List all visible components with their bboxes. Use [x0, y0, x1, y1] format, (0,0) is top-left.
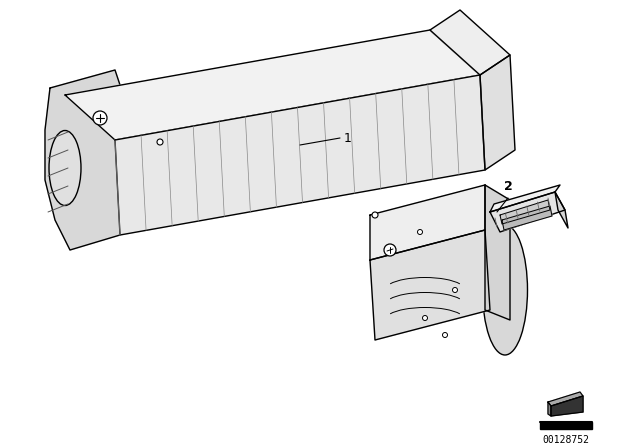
- Polygon shape: [65, 30, 480, 140]
- Polygon shape: [490, 192, 565, 232]
- Polygon shape: [370, 230, 490, 340]
- Polygon shape: [485, 185, 510, 320]
- Polygon shape: [490, 185, 560, 212]
- Polygon shape: [480, 55, 515, 170]
- Ellipse shape: [483, 225, 527, 355]
- Text: 00128752: 00128752: [543, 435, 589, 445]
- Ellipse shape: [49, 130, 81, 206]
- Polygon shape: [548, 402, 551, 416]
- Polygon shape: [548, 392, 583, 406]
- Polygon shape: [430, 10, 510, 75]
- Circle shape: [452, 288, 458, 293]
- Polygon shape: [555, 192, 568, 228]
- Polygon shape: [45, 70, 125, 250]
- Circle shape: [384, 244, 396, 256]
- Circle shape: [157, 139, 163, 145]
- Circle shape: [417, 229, 422, 234]
- Polygon shape: [551, 396, 583, 416]
- Text: 1: 1: [344, 132, 352, 145]
- Bar: [540, 422, 592, 429]
- Circle shape: [372, 212, 378, 218]
- Circle shape: [93, 111, 107, 125]
- Polygon shape: [115, 75, 485, 235]
- Polygon shape: [502, 206, 552, 230]
- Polygon shape: [370, 185, 485, 260]
- Text: 2: 2: [504, 180, 513, 193]
- Polygon shape: [500, 200, 550, 224]
- Circle shape: [422, 315, 428, 320]
- Circle shape: [442, 332, 447, 337]
